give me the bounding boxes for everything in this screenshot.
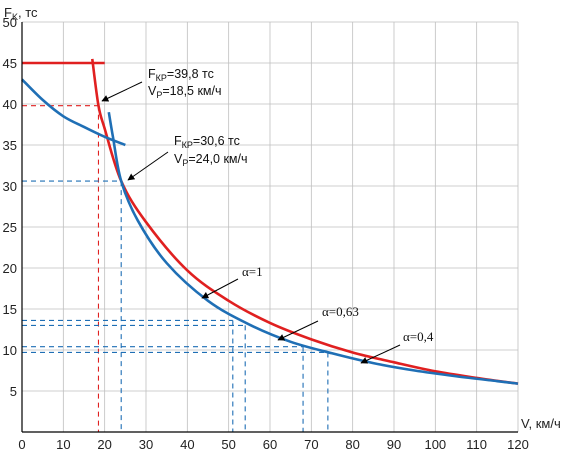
alpha-1-text: α=1 <box>242 264 263 279</box>
alpha-063-arrow <box>277 320 319 341</box>
y-axis-label: FK, тс <box>4 5 38 22</box>
y-tick-label: 40 <box>3 97 17 112</box>
annotation-point-2: FКР=30,6 тс VР=24,0 км/ч <box>127 134 248 181</box>
y-tick-labels: 5 10 15 20 25 30 35 40 45 50 <box>3 15 17 399</box>
alpha-063-text: α=0,63 <box>322 304 359 319</box>
alpha-04-arrow <box>360 344 401 364</box>
grid <box>21 21 519 432</box>
x-tick-label: 100 <box>424 437 446 452</box>
x-tick-label: 60 <box>263 437 277 452</box>
y-tick-label: 10 <box>3 343 17 358</box>
alpha-1-label: α=1 <box>201 264 263 299</box>
x-tick-label: 50 <box>221 437 235 452</box>
guide-lines <box>22 105 329 432</box>
series-line-blue <box>107 111 519 385</box>
y-tick-label: 45 <box>3 56 17 71</box>
y-tick-label: 30 <box>3 179 17 194</box>
y-tick-label: 5 <box>10 384 17 399</box>
series-line-blue <box>21 78 126 147</box>
x-tick-label: 30 <box>139 437 153 452</box>
x-tick-label: 110 <box>466 437 487 452</box>
series-line-red <box>90 58 519 385</box>
x-tick-label: 120 <box>507 437 529 452</box>
y-tick-label: 15 <box>3 302 17 317</box>
x-tick-labels: 0 10 20 30 40 50 60 70 80 90 100 110 120 <box>18 437 528 452</box>
x-tick-label: 70 <box>304 437 318 452</box>
y-tick-label: 35 <box>3 138 17 153</box>
annotation-point-1: FКР=39,8 тс VР=18,5 км/ч <box>101 67 222 102</box>
x-tick-label: 80 <box>345 437 359 452</box>
annotation-2-arrow <box>127 151 169 181</box>
x-axis-label: V, км/ч <box>521 416 561 431</box>
y-tick-label: 25 <box>3 220 17 235</box>
annotation-2-speed: VР=24,0 км/ч <box>174 152 248 168</box>
alpha-1-arrow <box>201 278 239 299</box>
annotation-1-speed: VР=18,5 км/ч <box>148 84 222 100</box>
annotation-2-force: FКР=30,6 тс <box>174 134 240 150</box>
annotation-1-force: FКР=39,8 тс <box>148 67 214 83</box>
alpha-04-label: α=0,4 <box>360 329 434 364</box>
x-tick-label: 40 <box>180 437 194 452</box>
x-tick-label: 10 <box>56 437 70 452</box>
axes <box>21 22 518 433</box>
annotation-1-arrow <box>101 81 143 102</box>
y-tick-label: 20 <box>3 261 17 276</box>
x-tick-label: 90 <box>387 437 401 452</box>
series-lines <box>21 58 519 385</box>
y-tick-label: 50 <box>3 15 17 30</box>
x-tick-label: 20 <box>97 437 111 452</box>
x-tick-label: 0 <box>18 437 25 452</box>
alpha-063-label: α=0,63 <box>277 304 359 341</box>
alpha-04-text: α=0,4 <box>403 329 434 344</box>
